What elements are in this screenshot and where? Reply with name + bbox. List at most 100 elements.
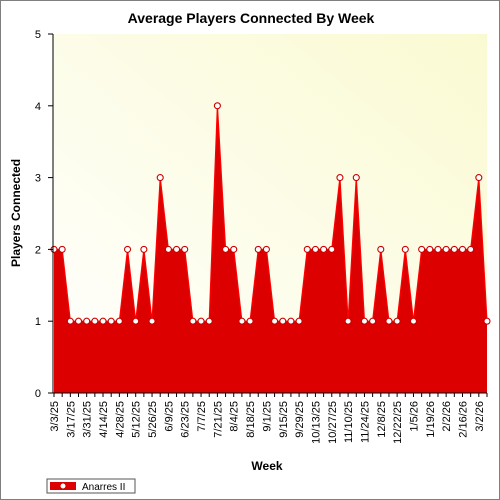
x-tick-label: 5/26/25 xyxy=(147,401,159,438)
x-tick-label: 1/19/26 xyxy=(425,401,437,438)
data-point xyxy=(83,317,91,325)
data-point xyxy=(279,317,287,325)
data-point xyxy=(344,317,352,325)
data-point xyxy=(336,174,344,182)
x-tick-label: 5/12/25 xyxy=(131,401,143,438)
x-tick-label: 1/5/26 xyxy=(408,401,420,432)
x-tick-label: 7/7/25 xyxy=(196,401,208,432)
y-axis-label: Players Connected xyxy=(9,159,23,267)
x-tick-label: 9/1/25 xyxy=(261,401,273,432)
axes xyxy=(52,34,487,394)
data-point xyxy=(91,317,99,325)
x-ticks: 3/3/25 3/17/25 3/31/25 4/14/25 4/28/25 5/12/2… xyxy=(49,393,488,444)
x-tick-label: 11/10/25 xyxy=(343,401,355,443)
data-point xyxy=(328,245,336,253)
y-tick-label: 0 xyxy=(35,388,41,400)
series-marker-layer xyxy=(50,102,491,325)
data-point xyxy=(74,317,83,325)
data-point xyxy=(385,317,393,325)
data-point xyxy=(254,245,262,253)
y-tick-label: 1 xyxy=(35,316,41,328)
data-point xyxy=(450,245,458,253)
x-tick-label: 9/29/25 xyxy=(294,401,306,438)
data-point xyxy=(123,245,132,253)
data-point xyxy=(377,245,385,253)
x-tick-label: 3/31/25 xyxy=(82,401,94,438)
data-point xyxy=(140,245,148,253)
x-tick-label: 8/18/25 xyxy=(245,401,257,438)
x-tick-label: 10/13/25 xyxy=(310,401,322,444)
legend: Anarres II xyxy=(46,478,136,494)
data-point xyxy=(426,245,434,253)
data-point xyxy=(58,245,66,253)
data-point xyxy=(475,174,483,182)
data-point xyxy=(409,317,418,325)
x-tick-label: 4/14/25 xyxy=(98,401,110,438)
data-point xyxy=(222,245,230,253)
data-point xyxy=(205,317,213,325)
data-point xyxy=(320,245,328,253)
data-point xyxy=(213,102,221,110)
data-point xyxy=(246,317,254,325)
data-point xyxy=(360,317,369,325)
x-tick-label: 3/3/25 xyxy=(49,401,61,432)
data-point xyxy=(458,245,467,253)
data-point xyxy=(271,317,279,325)
x-tick-label: 9/15/25 xyxy=(278,401,290,438)
data-point xyxy=(132,317,140,325)
data-point xyxy=(393,317,401,325)
data-point xyxy=(164,245,172,253)
x-tick-label: 3/2/26 xyxy=(474,401,486,432)
y-ticks: 0 1 2 3 4 5 xyxy=(35,29,53,400)
data-point xyxy=(66,317,74,325)
x-tick-label: 8/4/25 xyxy=(229,401,241,432)
chart-title: Average Players Connected By Week xyxy=(128,10,375,26)
x-tick-label: 6/23/25 xyxy=(180,401,192,438)
x-tick-label: 4/28/25 xyxy=(114,401,126,438)
data-point xyxy=(442,245,450,253)
data-point xyxy=(107,317,115,325)
x-tick-label: 2/2/26 xyxy=(441,401,453,432)
data-point xyxy=(483,317,491,325)
data-point xyxy=(238,317,246,325)
y-tick-label: 2 xyxy=(35,244,41,256)
y-tick-label: 5 xyxy=(35,29,41,41)
series-area-layer xyxy=(54,105,488,394)
x-tick-label: 2/16/26 xyxy=(457,401,469,438)
data-point xyxy=(262,245,270,253)
y-tick-label: 3 xyxy=(35,173,41,185)
data-point xyxy=(467,245,475,253)
data-point xyxy=(230,245,238,253)
x-tick-label: 12/22/25 xyxy=(392,401,404,444)
x-axis-label: Week xyxy=(251,459,282,473)
x-tick-label: 11/24/25 xyxy=(359,401,371,443)
data-point xyxy=(303,245,311,253)
data-point xyxy=(115,317,123,325)
data-point xyxy=(311,245,319,253)
x-tick-label: 12/8/25 xyxy=(376,401,388,438)
data-point xyxy=(418,245,426,253)
data-point xyxy=(197,317,205,325)
x-tick-label: 3/17/25 xyxy=(65,401,77,438)
legend-label: Anarres II xyxy=(82,482,125,493)
data-point xyxy=(369,317,377,325)
data-point xyxy=(434,245,442,253)
y-tick-label: 4 xyxy=(35,101,41,113)
data-point xyxy=(156,174,164,182)
x-tick-label: 7/21/25 xyxy=(212,401,224,438)
data-point xyxy=(173,245,181,253)
data-point xyxy=(352,174,360,182)
series-line xyxy=(54,105,488,322)
data-point xyxy=(99,317,107,325)
legend-marker xyxy=(59,482,67,490)
x-tick-label: 10/27/25 xyxy=(327,401,339,444)
series-area-fill xyxy=(54,105,487,394)
data-point xyxy=(401,245,409,253)
data-point xyxy=(181,245,189,253)
x-tick-label: 6/9/25 xyxy=(163,401,175,432)
data-point xyxy=(148,317,156,325)
data-point xyxy=(287,317,295,325)
data-point xyxy=(189,317,197,325)
